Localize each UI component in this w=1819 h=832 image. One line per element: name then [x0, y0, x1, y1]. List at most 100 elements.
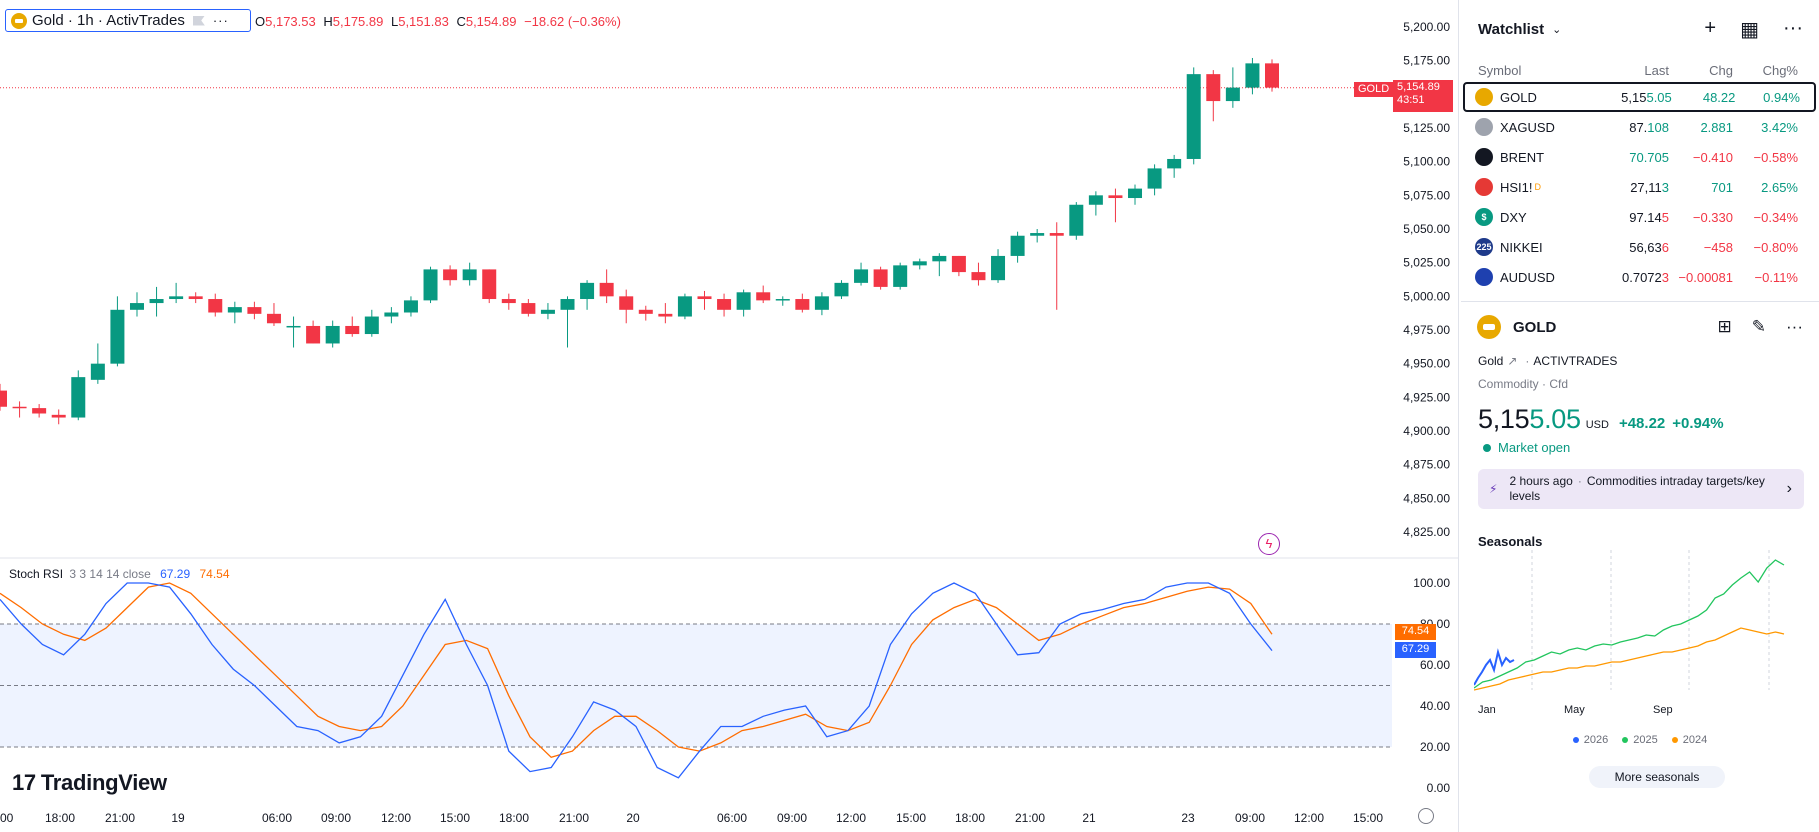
watchlist-title[interactable]: Watchlist — [1478, 20, 1545, 38]
candle-body — [1167, 158, 1182, 169]
row-symbol: AUDUSD — [1500, 269, 1555, 285]
tradingview-logo[interactable]: 17 TradingView — [12, 770, 167, 796]
seasonals-chart[interactable] — [1474, 550, 1814, 700]
watchlist-row-dxy[interactable]: $ DXY 97.145 −0.330 −0.34% — [1461, 202, 1819, 232]
price-axis-label: 5,200.00 — [1403, 20, 1450, 34]
watchlist-columns: Symbol Last Chg Chg% — [1461, 58, 1819, 82]
candle-body — [560, 299, 575, 310]
candle-body — [854, 269, 869, 283]
candle-body — [912, 261, 927, 266]
stoch-rsi-legend[interactable]: Stoch RSI 3 3 14 14 close 67.29 74.54 — [9, 567, 230, 581]
edit-icon[interactable]: ✎ — [1751, 317, 1767, 336]
candle-body — [188, 296, 203, 300]
bolt-icon: ⚡ — [1489, 482, 1498, 496]
candle-body — [364, 316, 379, 335]
seasonals-title[interactable]: Seasonals — [1478, 534, 1543, 549]
gold-logo-icon — [11, 12, 27, 29]
candle-body — [169, 296, 184, 300]
col-chg-pct[interactable]: Chg% — [1762, 62, 1798, 78]
flag-icon[interactable] — [192, 15, 205, 26]
candle-body — [932, 255, 947, 262]
instrument-name[interactable]: Gold — [1478, 354, 1504, 368]
tradingview-wordmark: TradingView — [40, 770, 167, 795]
col-symbol[interactable]: Symbol — [1478, 62, 1522, 78]
price-axis-label: 4,875.00 — [1403, 458, 1450, 472]
exchange-name[interactable]: ACTIVTRADES — [1533, 354, 1618, 368]
candle-body — [756, 292, 771, 301]
table-view-icon[interactable]: ▦ — [1740, 18, 1760, 41]
layout-grid-icon[interactable]: ⊞ — [1717, 317, 1732, 336]
symbol-title: Gold · 1h · ActivTrades — [32, 12, 185, 29]
legend-item-2025[interactable]: 2025 — [1622, 734, 1658, 746]
row-symbol: BRENT — [1500, 149, 1545, 165]
details-symbol[interactable]: GOLD — [1513, 318, 1557, 336]
seasonals-2026-line — [1474, 648, 1515, 686]
stoch-k-tag: 67.29 — [1395, 642, 1436, 658]
price-axis-label: 4,925.00 — [1403, 390, 1450, 404]
right-panel: Watchlist ⌄ + ▦ ··· Symbol Last Chg Chg%… — [1461, 0, 1819, 832]
col-last[interactable]: Last — [1644, 62, 1669, 78]
watchlist-row-hsi1[interactable]: HSI1! D 27,113 701 2.65% — [1461, 172, 1819, 202]
col-chg[interactable]: Chg — [1709, 62, 1733, 78]
candle-body — [32, 408, 47, 414]
news-card[interactable]: ⚡ 2 hours ago · Commodities intraday targe… — [1478, 469, 1804, 509]
row-last: 70.705 — [1629, 149, 1669, 165]
chevron-down-icon[interactable]: ⌄ — [1552, 23, 1562, 36]
watchlist-row-xagusd[interactable]: XAGUSD 87.108 2.881 3.42% — [1461, 112, 1819, 142]
candle-body — [149, 299, 164, 304]
more-icon[interactable]: ··· — [212, 13, 229, 28]
time-axis-label: 09:00 — [777, 811, 807, 825]
external-link-icon[interactable]: ↗ — [1507, 354, 1518, 368]
candle-body — [325, 325, 340, 344]
stoch-axis-label: 40.00 — [1420, 699, 1450, 713]
add-symbol-icon[interactable]: + — [1704, 16, 1717, 39]
symbol-legend[interactable]: Gold · 1h · ActivTrades ··· — [5, 9, 251, 32]
candle-body — [0, 390, 7, 407]
legend-item-2024[interactable]: 2024 — [1671, 734, 1707, 746]
candle-body — [110, 309, 125, 364]
more-icon[interactable]: ··· — [1783, 16, 1803, 39]
clock-settings-icon[interactable] — [1418, 808, 1434, 824]
row-chg-pct: −0.80% — [1753, 239, 1798, 255]
time-axis-label: 15:00 — [1353, 811, 1383, 825]
legend-item-2026[interactable]: 2026 — [1572, 734, 1608, 746]
watchlist-row-brent[interactable]: BRENT 70.705 −0.410 −0.58% — [1461, 142, 1819, 172]
ohlc-values: O5,173.53 H5,175.89 L5,151.83 C5,154.89 … — [251, 14, 621, 29]
more-seasonals-button[interactable]: More seasonals — [1589, 766, 1725, 788]
symbol-logo-icon — [1475, 118, 1493, 136]
candle-body — [736, 292, 751, 310]
stoch-d-line — [0, 582, 1273, 759]
candle-body — [619, 296, 634, 310]
flash-icon[interactable]: ϟ — [1258, 533, 1280, 555]
candle-body — [482, 269, 497, 300]
price-axis-label: 5,025.00 — [1403, 256, 1450, 270]
candle-body — [306, 325, 321, 344]
candle-body — [1128, 188, 1143, 199]
more-icon[interactable]: ··· — [1786, 317, 1803, 336]
row-last: 97.145 — [1629, 209, 1669, 225]
row-chg-pct: 0.94% — [1763, 89, 1800, 105]
watchlist-row-gold[interactable]: GOLD 5,155.05 48.22 0.94% — [1463, 82, 1816, 112]
row-chg-pct: −0.11% — [1754, 269, 1799, 285]
last-price-value: 5,154.89 — [1397, 81, 1440, 93]
high-value: 5,175.89 — [332, 14, 384, 29]
open-label: O — [255, 14, 266, 29]
watchlist-row-audusd[interactable]: AUDUSD 0.70723 −0.00081 −0.11% — [1461, 262, 1819, 292]
chart-canvas[interactable]: 5,200.005,175.005,150.005,125.005,100.00… — [0, 0, 1459, 832]
indicator-params: 3 3 14 14 close — [69, 567, 151, 581]
time-axis-label: 18:00 — [499, 811, 529, 825]
price-axis-label: 5,000.00 — [1403, 289, 1450, 303]
row-chg-pct: 2.65% — [1761, 179, 1798, 195]
watchlist-row-nikkei[interactable]: 225 NIKKEI 56,636 −458 −0.80% — [1461, 232, 1819, 262]
candle-body — [893, 265, 908, 287]
row-chg: 701 — [1711, 179, 1733, 195]
row-chg: −0.410 — [1692, 149, 1733, 165]
chart-area[interactable]: 5,200.005,175.005,150.005,125.005,100.00… — [0, 0, 1459, 832]
price-axis-label: 5,100.00 — [1403, 155, 1450, 169]
time-axis-label: 12:00 — [381, 811, 411, 825]
time-axis-label: 23 — [1181, 811, 1195, 825]
stoch-axis-label: 0.00 — [1427, 781, 1451, 795]
candle-body — [991, 255, 1006, 281]
row-symbol: NIKKEI — [1500, 239, 1543, 255]
symbol-logo-icon — [1475, 268, 1493, 286]
